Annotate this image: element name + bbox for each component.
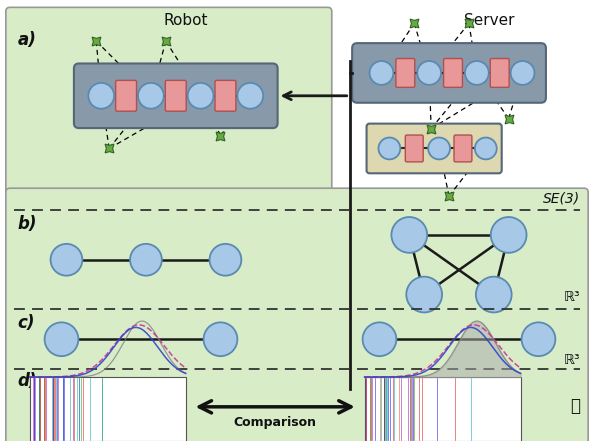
Text: ℝ³: ℝ³	[564, 353, 580, 367]
Circle shape	[238, 83, 263, 109]
Circle shape	[391, 217, 427, 253]
Circle shape	[378, 137, 400, 160]
Text: ℝ³: ℝ³	[564, 290, 580, 305]
Circle shape	[522, 322, 555, 356]
Circle shape	[428, 137, 450, 160]
FancyBboxPatch shape	[454, 135, 472, 162]
FancyBboxPatch shape	[6, 8, 332, 393]
FancyBboxPatch shape	[365, 377, 520, 441]
Circle shape	[369, 61, 393, 85]
FancyBboxPatch shape	[116, 80, 137, 111]
Circle shape	[362, 322, 396, 356]
Text: Server: Server	[463, 13, 514, 28]
FancyBboxPatch shape	[215, 80, 236, 111]
Circle shape	[138, 83, 164, 109]
FancyBboxPatch shape	[74, 64, 277, 128]
Circle shape	[210, 244, 241, 276]
FancyBboxPatch shape	[490, 58, 509, 88]
Circle shape	[406, 277, 442, 312]
Circle shape	[417, 61, 441, 85]
Circle shape	[50, 244, 83, 276]
Text: a): a)	[18, 31, 37, 49]
Circle shape	[89, 83, 114, 109]
Text: 풢: 풢	[570, 397, 580, 415]
FancyBboxPatch shape	[396, 58, 415, 88]
Circle shape	[188, 83, 213, 109]
Circle shape	[491, 217, 526, 253]
Circle shape	[45, 322, 78, 356]
Circle shape	[475, 137, 497, 160]
Text: d): d)	[18, 372, 37, 390]
Circle shape	[204, 322, 238, 356]
Circle shape	[511, 61, 535, 85]
Circle shape	[130, 244, 162, 276]
FancyBboxPatch shape	[405, 135, 423, 162]
Text: Robot: Robot	[163, 13, 208, 28]
FancyBboxPatch shape	[165, 80, 186, 111]
FancyBboxPatch shape	[366, 124, 502, 173]
FancyBboxPatch shape	[352, 43, 546, 103]
Circle shape	[465, 61, 489, 85]
Text: SE(3): SE(3)	[543, 191, 580, 205]
Circle shape	[476, 277, 511, 312]
FancyBboxPatch shape	[30, 377, 186, 441]
Text: b): b)	[18, 215, 37, 233]
FancyBboxPatch shape	[6, 188, 588, 442]
Text: c): c)	[18, 314, 35, 332]
FancyBboxPatch shape	[444, 58, 463, 88]
Text: Comparison: Comparison	[233, 415, 317, 429]
